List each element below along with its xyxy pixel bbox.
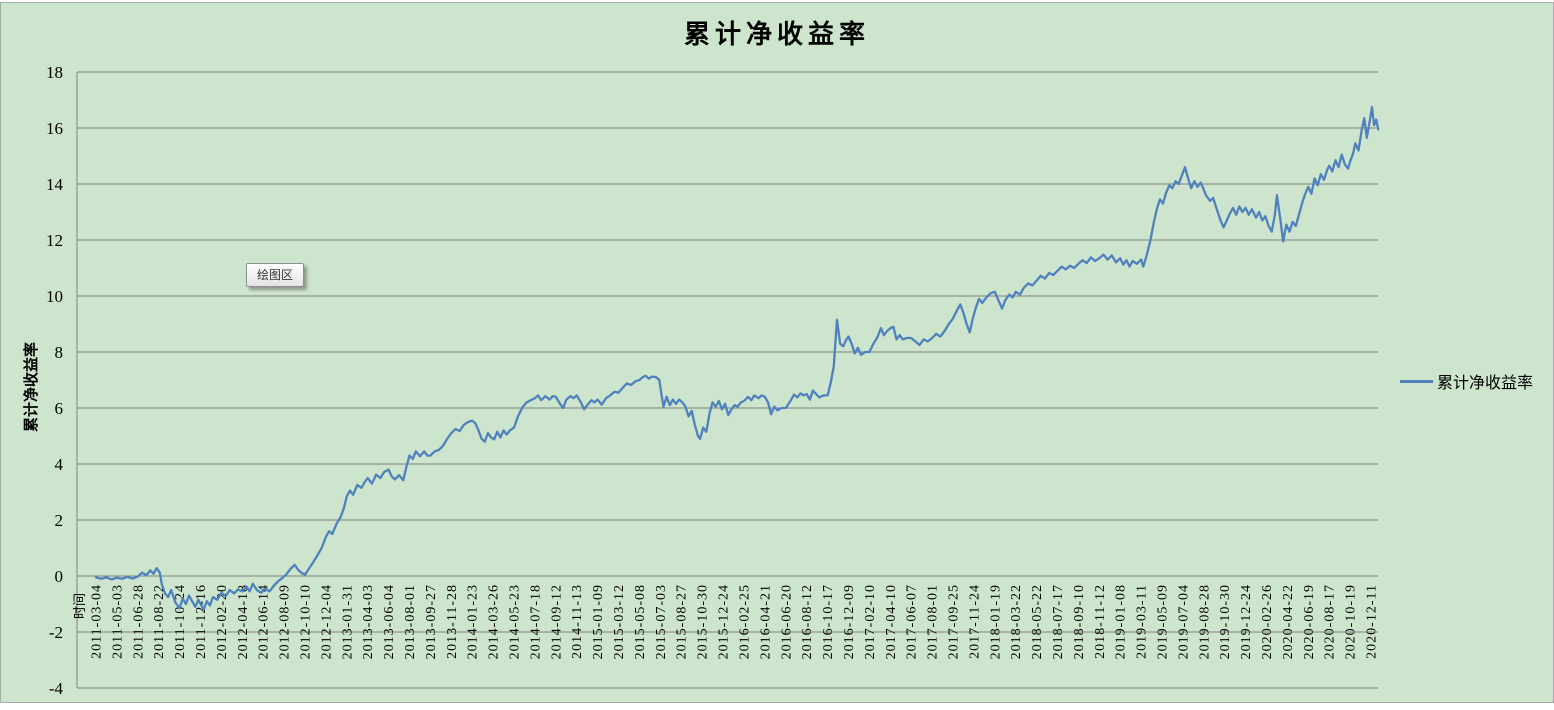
x-tick-label: 2019-01-08 bbox=[1114, 584, 1129, 659]
y-tick-label: 6 bbox=[55, 399, 64, 418]
x-tick-label: 2011-03-04 bbox=[90, 584, 105, 659]
x-tick-label: 2012-10-10 bbox=[299, 584, 314, 659]
plot-area-tooltip: 绘图区 bbox=[246, 263, 304, 287]
x-tick-label: 2017-04-10 bbox=[884, 584, 899, 659]
y-tick-label: -2 bbox=[49, 623, 63, 642]
y-tick-label: 2 bbox=[55, 511, 64, 530]
x-tick-label: 2011-05-03 bbox=[110, 584, 125, 659]
x-tick-label: 2018-11-12 bbox=[1093, 584, 1108, 659]
x-tick-label: 2015-07-03 bbox=[654, 584, 669, 659]
x-axis-tick-labels: 2011-03-04 2011-05-03 2011-06-28 2011-08-22… bbox=[90, 584, 1380, 659]
x-tick-label: 2013-04-03 bbox=[361, 584, 376, 659]
x-tick-label: 2012-08-09 bbox=[278, 584, 293, 659]
x-tick-label: 2019-05-09 bbox=[1155, 584, 1170, 659]
x-tick-label: 2013-11-28 bbox=[445, 584, 460, 659]
x-tick-label: 2011-12-16 bbox=[194, 584, 209, 659]
y-tick-label: -4 bbox=[49, 679, 64, 698]
x-tick-label: 2014-05-23 bbox=[508, 584, 523, 659]
y-tick-label: 18 bbox=[46, 63, 63, 82]
x-tick-label: 2020-10-19 bbox=[1344, 584, 1359, 659]
x-tick-label: 2018-01-19 bbox=[988, 584, 1003, 659]
y-tick-label: 12 bbox=[46, 231, 63, 250]
x-tick-label: 2011-10-24 bbox=[173, 584, 188, 659]
x-tick-label: 2019-07-04 bbox=[1176, 584, 1191, 659]
x-tick-label: 2017-11-24 bbox=[967, 584, 982, 659]
y-axis-title[interactable]: 累计净收益率 bbox=[22, 342, 40, 432]
x-tick-label: 2016-10-17 bbox=[821, 584, 836, 659]
chart-title[interactable]: 累计净收益率 bbox=[683, 20, 870, 49]
x-tick-label: 2020-06-19 bbox=[1302, 584, 1317, 659]
x-tick-label: 2016-08-12 bbox=[800, 584, 815, 659]
x-tick-label: 2013-09-27 bbox=[424, 584, 439, 659]
x-tick-label: 2018-09-10 bbox=[1072, 584, 1087, 659]
y-tick-label: 8 bbox=[55, 343, 64, 362]
x-tick-label: 2019-03-11 bbox=[1135, 584, 1150, 659]
legend-line-swatch bbox=[1400, 379, 1433, 383]
x-tick-label: 2017-08-01 bbox=[926, 584, 941, 659]
x-tick-label: 2020-02-26 bbox=[1260, 584, 1275, 659]
y-tick-label: 14 bbox=[46, 175, 64, 194]
x-tick-label: 2018-05-22 bbox=[1030, 584, 1045, 659]
x-tick-label: 2018-07-17 bbox=[1051, 584, 1066, 659]
x-tick-label: 2016-02-25 bbox=[737, 584, 752, 659]
legend-label: 累计净收益率 bbox=[1437, 375, 1534, 392]
x-tick-label: 2015-08-27 bbox=[675, 584, 690, 659]
series-line[interactable] bbox=[94, 105, 1380, 611]
x-tick-label: 2014-09-12 bbox=[549, 584, 564, 659]
x-tick-label: 2019-12-24 bbox=[1239, 584, 1254, 659]
x-tick-label: 2015-05-08 bbox=[633, 584, 648, 659]
series-group bbox=[94, 105, 1380, 611]
x-tick-label: 2013-08-01 bbox=[403, 584, 418, 659]
x-tick-label: 2018-03-22 bbox=[1009, 584, 1024, 659]
x-tick-label: 2014-01-23 bbox=[466, 584, 481, 659]
x-tick-label: 2019-08-28 bbox=[1197, 584, 1212, 659]
y-tick-label: 16 bbox=[46, 119, 63, 138]
x-tick-label: 2019-10-30 bbox=[1218, 584, 1233, 659]
y-tick-label: 10 bbox=[46, 287, 63, 306]
y-tick-label: 4 bbox=[55, 455, 64, 474]
x-tick-label: 2012-06-14 bbox=[257, 584, 272, 659]
x-tick-label: 2016-06-20 bbox=[779, 584, 794, 659]
y-axis-tick-labels: 18 16 14 12 10 8 6 4 2 0 -2 -4 bbox=[46, 63, 64, 698]
x-tick-label: 2015-10-30 bbox=[696, 584, 711, 659]
x-tick-label: 2011-08-22 bbox=[152, 584, 167, 659]
gridlines-group bbox=[76, 71, 1378, 689]
x-tick-label: 2016-04-21 bbox=[758, 584, 773, 659]
x-tick-label: 2015-01-09 bbox=[591, 584, 606, 659]
x-tick-label: 2016-12-09 bbox=[842, 584, 857, 659]
x-tick-label: 2017-09-25 bbox=[946, 584, 961, 659]
x-tick-label: 2020-12-11 bbox=[1365, 584, 1380, 659]
x-tick-label: 2012-02-20 bbox=[215, 584, 230, 659]
x-tick-label: 2012-04-18 bbox=[236, 584, 251, 659]
x-tick-label: 2014-03-26 bbox=[487, 584, 502, 659]
x-tick-label: 2020-04-22 bbox=[1281, 584, 1296, 659]
x-tick-label: 2017-06-07 bbox=[905, 584, 920, 659]
x-tick-label: 2011-06-28 bbox=[131, 584, 146, 659]
x-tick-label: 2014-11-13 bbox=[570, 584, 585, 659]
x-tick-label: 2015-03-12 bbox=[612, 584, 627, 659]
x-tick-label: 2017-02-10 bbox=[863, 584, 878, 659]
x-axis-title[interactable]: 时间 bbox=[72, 593, 87, 619]
x-tick-label: 2014-07-18 bbox=[528, 584, 543, 659]
x-tick-label: 2013-06-04 bbox=[382, 584, 397, 659]
x-tick-label: 2012-12-04 bbox=[319, 584, 334, 659]
legend[interactable]: 累计净收益率 bbox=[1400, 370, 1533, 392]
x-tick-label: 2015-12-24 bbox=[717, 584, 732, 659]
y-tick-label: 0 bbox=[55, 567, 64, 586]
x-tick-label: 2020-08-17 bbox=[1323, 584, 1338, 659]
x-tick-label: 2013-01-31 bbox=[340, 584, 355, 659]
